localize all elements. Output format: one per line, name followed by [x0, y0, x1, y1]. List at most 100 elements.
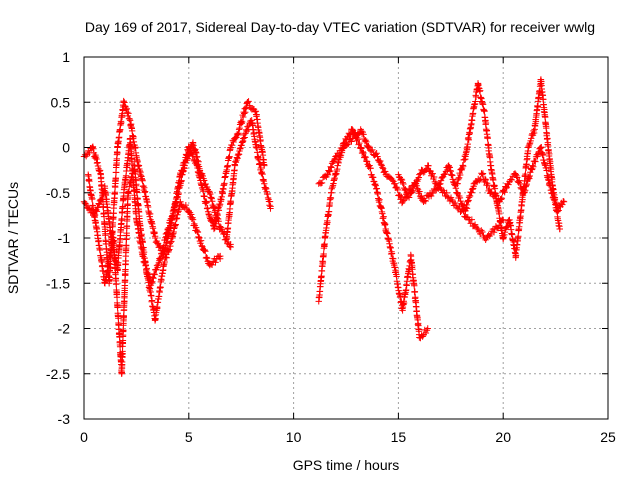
- data-point: [227, 243, 234, 251]
- data-point-trace: [177, 171, 185, 178]
- data-point-trace: [326, 167, 334, 175]
- data-points: [80, 76, 568, 377]
- data-point-trace: [94, 162, 102, 170]
- data-point-trace: [377, 161, 385, 168]
- data-point-trace: [114, 302, 121, 310]
- data-point-trace: [189, 216, 197, 223]
- data-point-trace: [91, 154, 99, 162]
- data-point-trace: [502, 184, 510, 192]
- data-point-trace: [140, 244, 147, 251]
- data-point-trace: [398, 175, 405, 183]
- data-point-trace: [400, 197, 407, 204]
- data-point-trace: [208, 261, 216, 269]
- data-point-trace: [188, 215, 196, 223]
- data-point-trace: [532, 158, 539, 165]
- data-point-trace: [326, 168, 333, 175]
- data-point-trace: [368, 147, 375, 155]
- data-point-trace: [235, 151, 243, 158]
- data-point-trace: [498, 195, 506, 202]
- data-point-trace: [235, 130, 242, 137]
- data-point-trace: [464, 198, 471, 205]
- y-tick-label: -3: [58, 411, 71, 427]
- data-point-trace: [124, 109, 131, 116]
- data-point-trace: [167, 225, 174, 232]
- data-point-trace: [203, 254, 210, 261]
- y-tick-label: -1: [58, 230, 71, 246]
- data-point: [474, 225, 482, 233]
- data-point-trace: [393, 183, 400, 191]
- data-point-trace: [327, 163, 334, 170]
- data-point-trace: [127, 179, 135, 186]
- data-point-trace: [118, 119, 125, 127]
- data-point-trace: [429, 170, 436, 177]
- data-point-trace: [188, 211, 195, 218]
- data-point: [479, 171, 486, 178]
- data-point-trace: [471, 221, 479, 228]
- data-point-trace: [183, 151, 190, 159]
- data-point: [261, 162, 268, 169]
- data-point-trace: [394, 186, 401, 194]
- x-tick-labels: 0 5 10 15 20 25: [80, 429, 616, 445]
- y-tick-label: -2.5: [46, 366, 70, 382]
- data-point-trace: [205, 188, 213, 195]
- data-point-trace: [380, 213, 387, 220]
- data-point-trace: [213, 217, 220, 224]
- data-point: [529, 162, 536, 169]
- data-point-trace: [468, 216, 476, 223]
- data-point-trace: [215, 207, 223, 214]
- y-tick-label: 0.5: [51, 94, 71, 110]
- data-point: [525, 144, 532, 151]
- data-point-trace: [331, 156, 338, 164]
- data-point-trace: [404, 190, 412, 197]
- data-point-trace: [422, 197, 429, 205]
- data-point-trace: [202, 198, 210, 205]
- data-point-trace: [182, 201, 190, 209]
- data-point-trace: [132, 144, 139, 151]
- data-point-trace: [208, 216, 215, 223]
- data-point-trace: [104, 256, 111, 264]
- data-point-trace: [407, 186, 415, 194]
- data-point-trace: [193, 161, 200, 168]
- data-point-trace: [358, 127, 365, 135]
- data-point-trace: [133, 189, 141, 196]
- data-point-trace: [89, 195, 96, 202]
- data-point-trace: [149, 278, 156, 285]
- data-point: [349, 135, 356, 142]
- data-point-trace: [402, 286, 410, 294]
- data-point-trace: [360, 149, 367, 157]
- data-point-trace: [343, 141, 351, 148]
- data-point-trace: [528, 166, 536, 173]
- data-point-trace: [450, 178, 457, 186]
- data-point-trace: [411, 288, 419, 295]
- data-point-trace: [194, 228, 202, 236]
- data-point-trace: [96, 201, 103, 208]
- data-point-trace: [139, 239, 146, 246]
- data-point-trace: [241, 110, 248, 117]
- data-point-trace: [560, 198, 567, 205]
- data-point-trace: [140, 248, 148, 256]
- data-point-trace: [320, 250, 327, 258]
- data-point: [231, 162, 239, 169]
- data-point-trace: [508, 176, 515, 184]
- data-point-trace: [205, 210, 212, 218]
- data-point-trace: [513, 174, 521, 181]
- data-point-trace: [119, 203, 127, 210]
- data-point-trace: [195, 233, 202, 241]
- data-point-trace: [114, 149, 121, 157]
- data-point-trace: [413, 182, 420, 189]
- data-point-trace: [405, 194, 413, 201]
- data-point-trace: [512, 252, 520, 259]
- data-point-trace: [259, 170, 266, 178]
- data-point-trace: [151, 271, 158, 278]
- data-point-trace: [234, 151, 242, 159]
- data-point-trace: [482, 119, 490, 127]
- x-tick-label: 0: [80, 429, 88, 445]
- data-point-trace: [345, 140, 352, 148]
- data-point-trace: [422, 329, 430, 337]
- data-point-trace: [179, 166, 186, 174]
- data-point-trace: [481, 175, 489, 183]
- data-point-trace: [526, 175, 533, 182]
- y-axis-label: SDTVAR / TECUs: [5, 182, 21, 294]
- data-point: [437, 180, 444, 187]
- data-point-trace: [181, 158, 189, 166]
